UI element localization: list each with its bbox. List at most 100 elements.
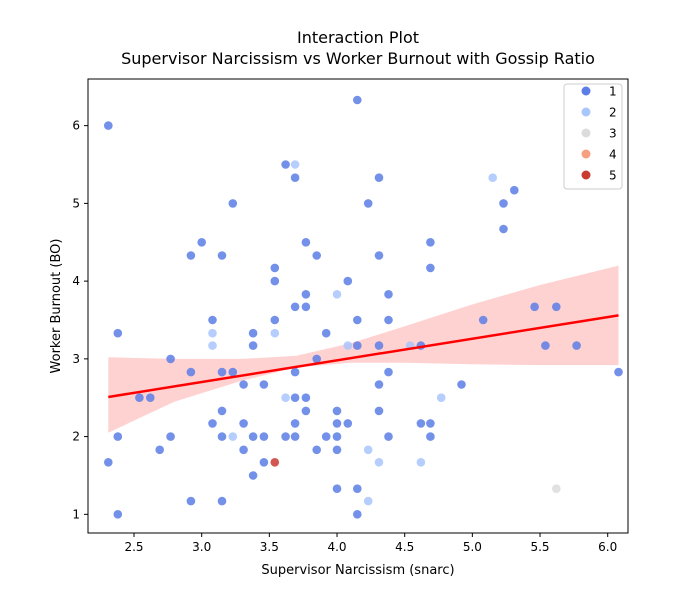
- data-point: [290, 302, 300, 312]
- data-point: [572, 341, 581, 350]
- data-point: [426, 432, 435, 441]
- data-point: [146, 393, 155, 403]
- data-point: [270, 263, 280, 273]
- data-point: [384, 432, 393, 441]
- legend-label: 1: [609, 85, 617, 99]
- data-point: [426, 238, 435, 247]
- data-point: [353, 315, 362, 325]
- data-point: [499, 199, 508, 208]
- legend: 1 2 3 4 5: [563, 83, 623, 190]
- regression-line: [108, 314, 619, 399]
- data-point: [321, 432, 331, 441]
- data-point: [217, 367, 227, 377]
- data-point: [436, 393, 446, 403]
- data-point: [384, 367, 393, 377]
- x-tick-label: 6.0: [598, 540, 617, 554]
- data-point: [343, 341, 353, 350]
- axes: [87, 78, 629, 534]
- legend-box: [563, 83, 623, 190]
- data-point: [155, 445, 164, 455]
- legend-marker: [581, 128, 591, 138]
- data-point: [270, 276, 280, 286]
- data-point: [343, 419, 353, 428]
- data-point: [353, 484, 362, 494]
- data-point: [186, 367, 196, 377]
- data-point: [135, 393, 144, 403]
- data-point: [363, 199, 373, 208]
- x-tick-label: 3.0: [192, 540, 211, 554]
- data-point: [301, 290, 311, 299]
- y-tick-label: 6: [72, 119, 80, 133]
- data-point: [332, 406, 342, 416]
- data-point: [374, 458, 384, 467]
- data-point: [248, 341, 258, 350]
- x-tick-label: 4.5: [395, 540, 414, 554]
- data-point: [259, 380, 269, 389]
- data-point: [416, 458, 426, 467]
- data-point: [217, 496, 227, 506]
- confidence-band: [108, 265, 619, 433]
- data-point: [301, 406, 311, 416]
- data-point: [248, 471, 258, 480]
- y-tick-label: 2: [72, 430, 80, 444]
- data-point: [332, 445, 342, 455]
- y-tick-label: 5: [72, 196, 80, 210]
- data-point: [384, 315, 393, 325]
- x-tick-label: 4.0: [327, 540, 346, 554]
- data-point: [113, 328, 123, 338]
- data-point: [499, 224, 508, 234]
- data-point: [208, 315, 217, 325]
- data-point: [353, 510, 362, 519]
- data-point: [270, 315, 280, 325]
- data-point: [113, 432, 123, 441]
- data-point: [248, 328, 258, 338]
- data-point: [510, 185, 519, 195]
- data-point: [290, 419, 300, 428]
- data-point: [321, 328, 331, 338]
- data-point: [270, 328, 280, 338]
- data-point: [478, 315, 488, 325]
- data-point: [104, 121, 113, 130]
- data-point: [239, 380, 248, 389]
- data-point: [312, 354, 322, 364]
- x-ticks: 2.5 3.0 3.5 4.0 4.5 5.0 5.5 6.0: [124, 533, 617, 554]
- data-point: [259, 432, 269, 441]
- data-point: [426, 419, 435, 428]
- legend-label: 3: [609, 127, 617, 141]
- x-axis-label: Supervisor Narcissism (snarc): [261, 563, 454, 578]
- data-point: [530, 302, 539, 312]
- regression-line-layer: [108, 314, 619, 399]
- data-point: [239, 419, 248, 428]
- data-point: [457, 380, 466, 389]
- legend-label: 4: [609, 148, 617, 162]
- data-point: [113, 510, 123, 519]
- data-point: [239, 445, 248, 455]
- data-point: [166, 354, 175, 364]
- data-point: [290, 160, 300, 169]
- data-point: [614, 367, 623, 377]
- data-point: [208, 419, 217, 428]
- data-point: [290, 173, 300, 182]
- legend-marker: [581, 170, 591, 180]
- data-point: [374, 406, 384, 416]
- data-point: [374, 173, 384, 182]
- data-point: [312, 445, 322, 455]
- data-point: [301, 238, 311, 247]
- legend-label: 2: [609, 106, 617, 120]
- x-tick-label: 5.0: [463, 540, 482, 554]
- legend-marker: [581, 149, 591, 159]
- confidence-band-layer: [108, 265, 619, 433]
- plot-area: [104, 95, 623, 519]
- data-point: [290, 432, 300, 441]
- data-point: [488, 173, 498, 182]
- data-point: [332, 432, 342, 441]
- data-point: [332, 484, 342, 494]
- data-point: [248, 432, 258, 441]
- data-point: [426, 263, 435, 273]
- legend-label: 5: [609, 169, 617, 183]
- data-point: [312, 251, 322, 260]
- data-point: [217, 251, 227, 260]
- data-point: [374, 251, 384, 260]
- data-point: [290, 393, 300, 403]
